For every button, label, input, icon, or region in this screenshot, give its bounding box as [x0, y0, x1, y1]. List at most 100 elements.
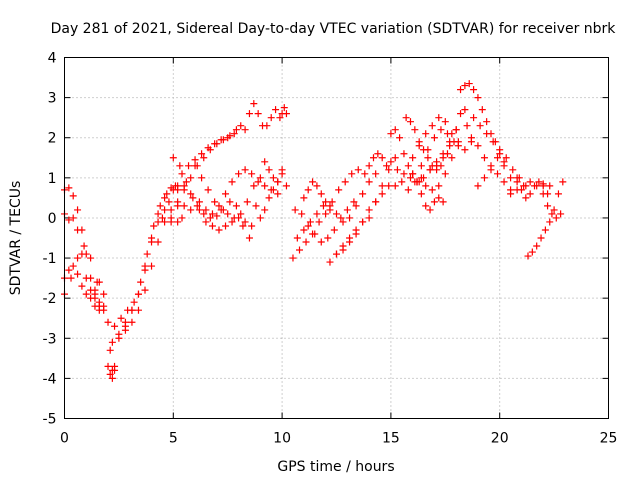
data-point: [208, 222, 216, 230]
data-point: [154, 210, 162, 218]
data-point: [74, 254, 82, 262]
data-point: [95, 306, 103, 314]
data-point: [372, 198, 380, 206]
data-point: [300, 194, 308, 202]
data-point: [161, 206, 169, 214]
data-point: [378, 182, 386, 190]
y-tick-label: -4: [43, 371, 57, 387]
data-point: [250, 182, 258, 190]
data-point: [424, 154, 432, 162]
data-point: [198, 174, 206, 182]
data-point: [500, 162, 508, 170]
series-arc-43: [539, 190, 565, 222]
data-point: [241, 166, 249, 174]
data-point: [422, 130, 430, 138]
series-arc-28: [387, 126, 425, 186]
data-point: [304, 222, 312, 230]
data-point: [215, 226, 223, 234]
data-point: [426, 166, 434, 174]
data-point: [200, 154, 208, 162]
data-point: [378, 190, 386, 198]
data-point: [174, 218, 182, 226]
data-point: [522, 194, 530, 202]
data-point: [539, 190, 547, 198]
data-point: [298, 210, 306, 218]
data-point: [494, 154, 502, 162]
data-point: [174, 202, 182, 210]
data-point: [378, 154, 386, 162]
data-point: [267, 114, 275, 122]
series-arc-19: [248, 158, 290, 230]
data-point: [552, 214, 560, 222]
data-point: [409, 154, 417, 162]
data-point: [374, 150, 382, 158]
series-arc-13: [169, 154, 249, 234]
data-point: [319, 202, 327, 210]
data-point: [191, 156, 199, 164]
data-point: [554, 190, 562, 198]
data-point: [111, 322, 119, 330]
data-point: [69, 262, 77, 270]
data-point: [507, 190, 515, 198]
data-point: [417, 162, 425, 170]
data-point: [69, 192, 77, 200]
data-point: [507, 174, 515, 182]
data-point: [176, 162, 184, 170]
data-point: [121, 326, 129, 334]
data-point: [324, 234, 332, 242]
data-point: [474, 94, 482, 102]
chart-title: Day 281 of 2021, Sidereal Day-to-day VTE…: [51, 21, 617, 37]
data-point: [435, 114, 443, 122]
data-point: [167, 218, 175, 226]
data-point: [304, 186, 312, 194]
x-tick-label: 15: [382, 431, 400, 447]
data-point: [78, 282, 86, 290]
series-arc-29: [387, 126, 460, 186]
data-point: [413, 178, 421, 186]
data-point: [243, 198, 251, 206]
data-point: [524, 252, 532, 260]
data-point: [282, 182, 290, 190]
data-point: [346, 234, 354, 242]
data-point: [313, 210, 321, 218]
data-point: [224, 210, 232, 218]
data-point: [489, 138, 497, 146]
data-point: [261, 206, 269, 214]
data-point: [430, 134, 438, 142]
data-point: [330, 226, 338, 234]
data-point: [446, 142, 454, 150]
data-point: [435, 182, 443, 190]
data-point: [185, 162, 193, 170]
series-arc-06: [104, 362, 119, 382]
data-point: [448, 154, 456, 162]
data-point: [108, 374, 116, 382]
data-point: [441, 170, 449, 178]
data-point: [409, 170, 417, 178]
grid-lines: [64, 57, 609, 419]
data-point: [480, 174, 488, 182]
data-point: [165, 198, 173, 206]
data-point: [509, 166, 517, 174]
data-point: [74, 206, 82, 214]
data-point: [235, 170, 243, 178]
tick-labels: 0 5 10 15 20 25 -5 -4 -3 -2 -1 0 1 2 3 4: [43, 51, 618, 447]
data-point: [428, 186, 436, 194]
data-point: [248, 222, 256, 230]
data-point: [87, 294, 95, 302]
data-point: [80, 242, 88, 250]
data-point: [230, 130, 238, 138]
data-point: [106, 370, 114, 378]
x-tick-label: 10: [273, 431, 291, 447]
data-point: [406, 118, 414, 126]
data-point: [420, 174, 428, 182]
data-point: [272, 106, 280, 114]
series-arc-32: [409, 114, 475, 162]
data-point: [156, 202, 164, 210]
data-point: [461, 82, 469, 90]
data-point: [237, 210, 245, 218]
data-point: [252, 202, 260, 210]
data-point: [337, 214, 345, 222]
data-point: [300, 226, 308, 234]
data-point: [387, 158, 395, 166]
y-tick-label: 1: [48, 171, 57, 187]
